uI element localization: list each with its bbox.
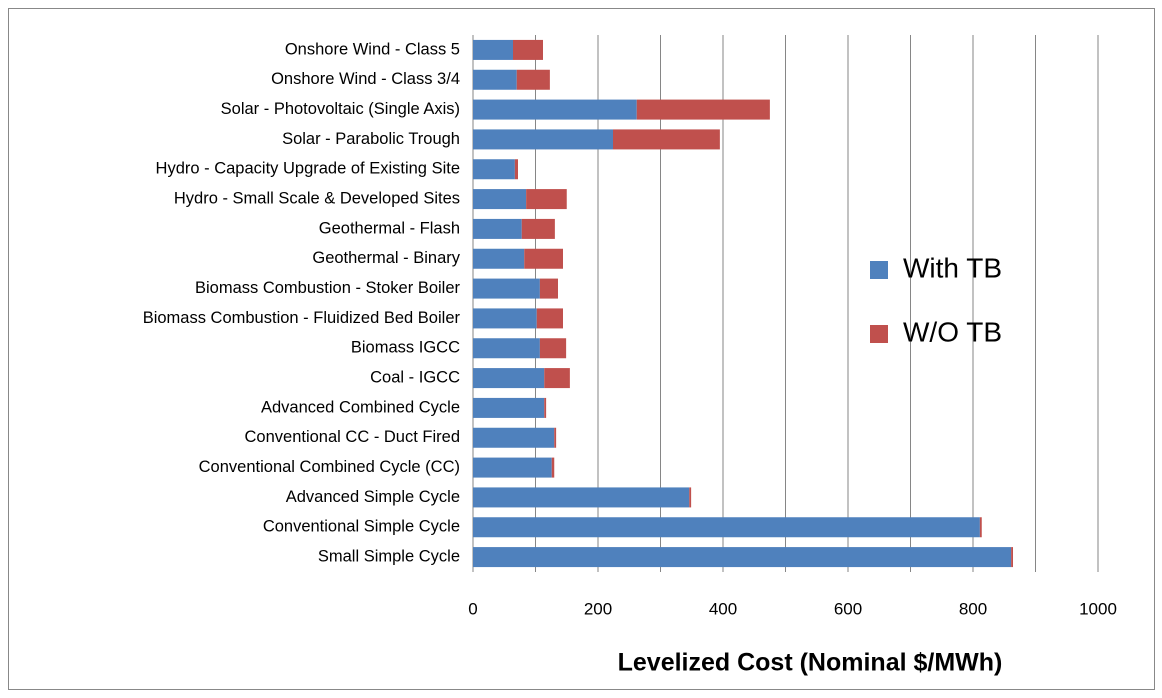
bar-segment [524, 248, 563, 269]
bar-segment [544, 368, 570, 389]
bar-segment [689, 487, 692, 508]
bar-segment [473, 338, 540, 359]
y-tick-label: Advanced Combined Cycle [261, 398, 460, 416]
bar-segment [526, 189, 567, 210]
legend-label: W/O TB [903, 316, 1002, 347]
y-tick-label: Coal - IGCC [370, 368, 460, 386]
bar-segment [473, 308, 537, 329]
y-tick-label: Biomass IGCC [351, 339, 460, 357]
bar-segment [536, 308, 563, 329]
x-tick-label: 400 [709, 599, 737, 618]
y-tick-label: Solar - Parabolic Trough [282, 130, 460, 148]
legend-label: With TB [903, 252, 1002, 283]
y-tick-label: Conventional Combined Cycle (CC) [199, 458, 460, 476]
bar-segment [473, 278, 540, 299]
bar-segment [521, 218, 555, 239]
y-tick-label: Biomass Combustion - Stoker Boiler [195, 279, 461, 297]
bar-segment [473, 248, 525, 269]
bar-segment [473, 189, 527, 210]
bar-segment [473, 218, 522, 239]
y-tick-label: Onshore Wind - Class 3/4 [271, 70, 460, 88]
y-tick-label: Hydro - Capacity Upgrade of Existing Sit… [156, 160, 460, 178]
bar-segment [979, 517, 982, 538]
legend-swatch [870, 261, 888, 279]
bar-segment [636, 99, 770, 120]
y-tick-label: Advanced Simple Cycle [286, 488, 460, 506]
bar-segment [516, 69, 550, 90]
bar-segment [613, 129, 720, 150]
y-tick-label: Geothermal - Binary [312, 249, 460, 267]
bar-segment [473, 457, 552, 478]
y-tick-label: Solar - Photovoltaic (Single Axis) [221, 100, 460, 118]
legend-swatch [870, 325, 888, 343]
bar-segment [539, 278, 558, 299]
x-tick-label: 1000 [1079, 599, 1117, 618]
bar-segment [539, 338, 567, 359]
y-tick-label: Conventional CC - Duct Fired [245, 428, 461, 446]
bar-segment [514, 159, 518, 180]
x-tick-label: 800 [959, 599, 987, 618]
bar-segment [473, 427, 555, 448]
bar-segment [1011, 547, 1013, 568]
bar-segment [473, 547, 1012, 568]
x-tick-label: 600 [834, 599, 862, 618]
bar-segment [473, 368, 545, 389]
y-tick-label: Conventional Simple Cycle [263, 518, 460, 536]
x-tick-label: 0 [468, 599, 477, 618]
bar-segment [551, 457, 555, 478]
y-tick-label: Onshore Wind - Class 5 [285, 40, 460, 58]
bar-segment [513, 39, 543, 60]
bar-segment [554, 427, 557, 448]
bar-segment [473, 99, 637, 120]
bar-segment [473, 69, 517, 90]
x-axis-title: Levelized Cost (Nominal $/MWh) [618, 649, 1003, 677]
y-tick-label: Small Simple Cycle [318, 547, 460, 565]
bar-segment [473, 129, 613, 150]
y-tick-label: Hydro - Small Scale & Developed Sites [174, 189, 460, 207]
bar-segment [473, 487, 690, 508]
y-tick-label: Biomass Combustion - Fluidized Bed Boile… [143, 309, 461, 327]
bar-segment [473, 397, 545, 418]
y-tick-label: Geothermal - Flash [319, 219, 460, 237]
chart-border [8, 8, 1155, 690]
bar-segment [473, 159, 515, 180]
bar-segment [473, 39, 513, 60]
x-tick-label: 200 [584, 599, 612, 618]
bar-segment [544, 397, 547, 418]
bar-segment [473, 517, 980, 538]
